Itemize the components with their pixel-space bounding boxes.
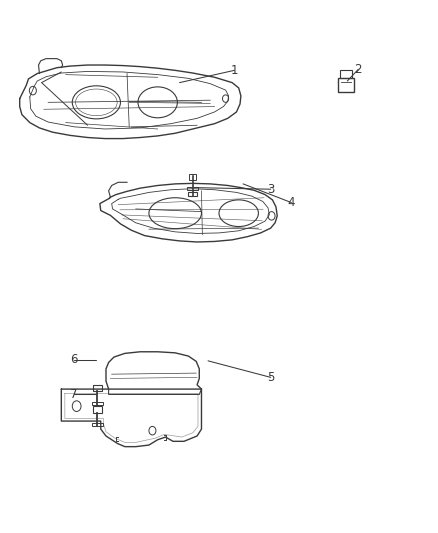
Text: 3: 3 bbox=[267, 183, 274, 196]
Bar bbox=[93, 385, 102, 391]
Text: 2: 2 bbox=[354, 63, 362, 76]
Bar bbox=[188, 192, 197, 196]
Bar bbox=[92, 402, 103, 405]
Bar bbox=[340, 70, 352, 78]
Bar bbox=[187, 187, 198, 190]
Text: 7: 7 bbox=[70, 388, 78, 401]
Text: 6: 6 bbox=[70, 353, 78, 366]
Bar bbox=[189, 174, 196, 180]
Text: 1: 1 bbox=[230, 64, 238, 77]
Bar bbox=[338, 78, 354, 92]
Text: 5: 5 bbox=[267, 371, 274, 384]
Bar bbox=[93, 406, 102, 413]
Text: 4: 4 bbox=[287, 196, 295, 209]
Bar bbox=[92, 423, 103, 426]
